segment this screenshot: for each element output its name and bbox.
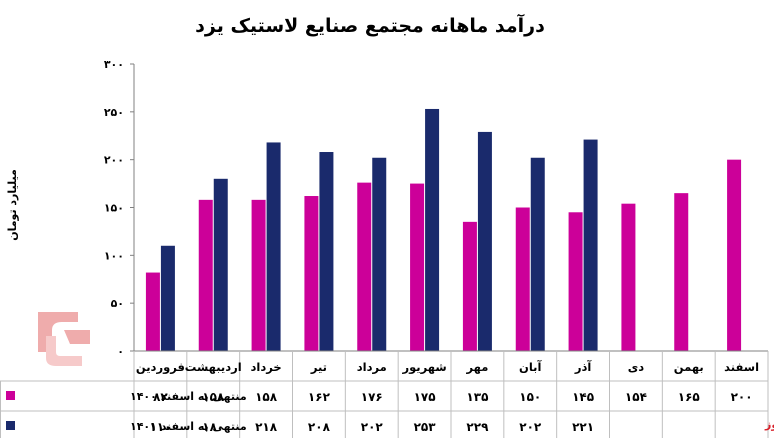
value-label: ۱۵۴ [625, 390, 647, 404]
y-tick-label: ۱۵۰ [104, 202, 124, 215]
source-label: بورس نیوز [764, 418, 774, 431]
value-label: ۱۵۰ [519, 390, 541, 404]
bar-series-1 [462, 221, 477, 351]
legend-swatch [6, 421, 15, 430]
category-label: خرداد [250, 360, 281, 374]
chart-title: درآمد ماهانه مجتمع صنایع لاستیک یزد [195, 13, 545, 37]
bar-series-1 [357, 182, 372, 351]
value-label: ۱۷۵ [414, 390, 436, 404]
bar-series-2 [160, 245, 175, 351]
value-label: ۲۲۹ [466, 420, 489, 434]
category-label: شهریور [401, 360, 446, 375]
value-label: ۲۵۳ [414, 420, 437, 434]
value-label: ۱۵۸ [255, 390, 278, 404]
y-tick-label: ۲۰۰ [104, 154, 124, 167]
y-tick-label: ۲۵۰ [104, 106, 124, 119]
bar-series-1 [727, 159, 742, 351]
bar-series-1 [304, 196, 319, 351]
bar-series-2 [266, 142, 281, 351]
legend-label: منتهی به اسفند ۱۴۰۰ [130, 390, 247, 403]
bar-series-1 [515, 207, 530, 351]
value-label: ۲۱۸ [255, 420, 278, 434]
legend-swatch [6, 391, 15, 400]
category-label: دی [628, 360, 645, 374]
category-label: فروردین [136, 360, 185, 375]
category-label: مهر [465, 360, 488, 374]
y-axis-label: میلیارد تومان [6, 169, 19, 241]
axes: ۰ ۵۰ ۱۰۰ ۱۵۰ ۲۰۰ ۲۵۰ ۳۰۰ [104, 58, 135, 358]
category-label: بهمن [674, 360, 704, 374]
bar-series-2 [477, 131, 492, 351]
value-label: ۲۰۸ [308, 420, 331, 434]
category-label: آبان [519, 360, 542, 374]
data-table: فروردین اردیبهشت خرداد تیر مرداد شهریور مهر آبا… [0, 350, 769, 438]
value-label: ۱۷۶ [361, 390, 383, 404]
y-tick-label: ۱۰۰ [104, 249, 124, 262]
bar-series-1 [568, 212, 583, 351]
value-label: ۱۱۰ [149, 420, 171, 434]
y-tick-label: ۵۰ [111, 297, 124, 310]
y-tick-label: ۳۰۰ [104, 58, 124, 71]
bar-series-1 [198, 199, 213, 351]
bar-series-2 [372, 157, 387, 351]
bar-series-1 [251, 199, 266, 351]
bar-series-2 [425, 108, 440, 351]
category-label: اسفند [724, 360, 759, 374]
legend-label: منتهی به اسفند ۱۴۰۱ [130, 420, 247, 433]
category-label: آذر [574, 360, 593, 374]
value-label: ۲۰۲ [361, 420, 384, 434]
y-tick-label: ۰ [117, 345, 124, 358]
value-label: ۲۰۲ [519, 420, 542, 434]
value-label: ۸۲ [153, 390, 168, 404]
bar-series-1 [674, 193, 689, 351]
value-label: ۱۳۵ [466, 390, 488, 404]
value-label: ۲۲۱ [572, 420, 594, 434]
bar-series-2 [319, 152, 334, 351]
category-label: تیر [310, 360, 327, 374]
watermark-logo [38, 312, 90, 366]
bars [145, 108, 742, 351]
value-label: ۱۸۰ [202, 420, 224, 434]
bar-series-2 [213, 178, 228, 351]
bar-series-1 [145, 272, 160, 351]
value-label: ۲۰۰ [731, 390, 753, 404]
category-label: اردیبهشت [185, 360, 242, 374]
value-label: ۱۴۵ [572, 390, 594, 404]
bar-series-2 [583, 139, 598, 351]
bar-series-1 [621, 203, 636, 351]
bar-series-2 [530, 157, 545, 351]
bar-series-1 [410, 183, 425, 351]
category-label: مرداد [357, 360, 387, 374]
value-label: ۱۶۲ [308, 390, 331, 404]
value-label: ۱۶۵ [678, 390, 700, 404]
value-label: ۱۵۸ [202, 390, 225, 404]
